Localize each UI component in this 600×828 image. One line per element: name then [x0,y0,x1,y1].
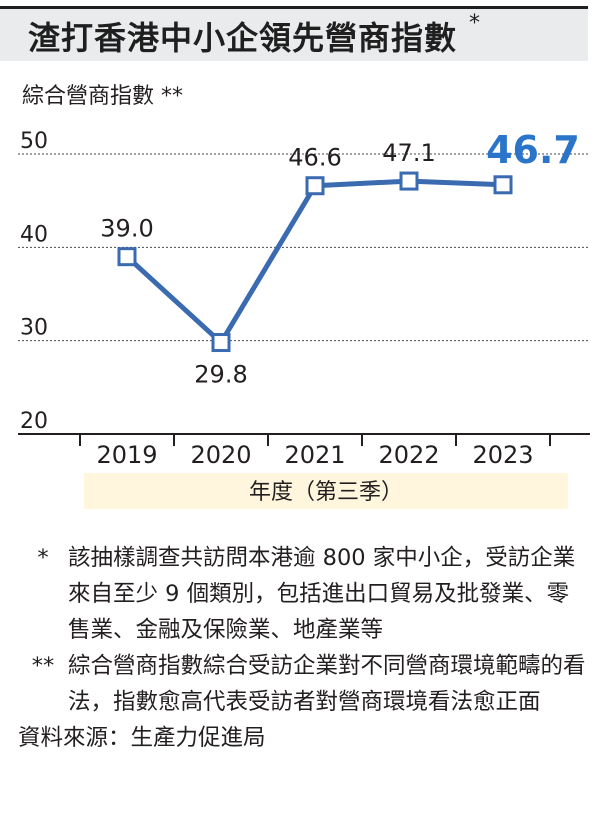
chart-title: 渣打香港中小企領先營商指數 * [28,11,482,59]
footnote-2-mark: ** [31,653,55,679]
data-point [399,171,419,191]
y-tick-label: 40 [20,222,48,247]
x-axis-caption: 年度（第三季） [249,480,403,505]
footnote-2-text: 綜合營商指數綜合受訪企業對不同營商環境範疇的看法，指數愈高代表受訪者對營商環境看… [68,653,586,715]
footnote-1-mark: * [37,545,49,571]
x-axis-band [84,473,568,509]
data-label: 47.1 [382,139,435,167]
chart-title-text: 渣打香港中小企領先營商指數 [28,19,458,57]
footnotes: * 該抽樣調查共訪問本港逾 800 家中小企，受訪企業來自至少 9 個類別，包括… [18,540,590,756]
x-tick-label: 2019 [96,441,157,469]
footnote-2: ** 綜合營商指數綜合受訪企業對不同營商環境範疇的看法，指數愈高代表受訪者對營商… [18,648,590,720]
y-tick-label: 20 [20,409,48,434]
title-bar: 渣打香港中小企領先營商指數 * [0,6,588,61]
y-tick-label: 50 [20,129,48,154]
highlight-value-label: 46.7 [486,128,580,172]
x-tick-label: 2022 [378,441,439,469]
data-point [493,175,513,195]
footnote-1-text: 該抽樣調查共訪問本港逾 800 家中小企，受訪企業來自至少 9 個類別，包括進出… [68,545,576,643]
data-label: 39.0 [100,215,153,243]
data-label: 46.6 [288,144,341,172]
data-point [305,176,325,196]
source-note: 資料來源：生產力促進局 [18,725,266,751]
data-point [211,333,231,353]
line-chart: 20 30 40 50 2019 2020 2021 2022 2023 年度（第三季） 39.0 2… [18,128,590,509]
footnote-1: * 該抽樣調查共訪問本港逾 800 家中小企，受訪企業來自至少 9 個類別，包括… [18,540,590,648]
x-tick-label: 2020 [190,441,251,469]
series-line [125,178,504,346]
y-axis-caption: 綜合營商指數 ** [22,84,183,109]
x-tick-label: 2023 [472,441,533,469]
data-point [117,247,137,267]
title-footnote-mark: * [469,11,482,36]
y-tick-label: 30 [20,316,48,341]
data-label: 29.8 [194,361,247,389]
x-tick-label: 2021 [284,441,345,469]
